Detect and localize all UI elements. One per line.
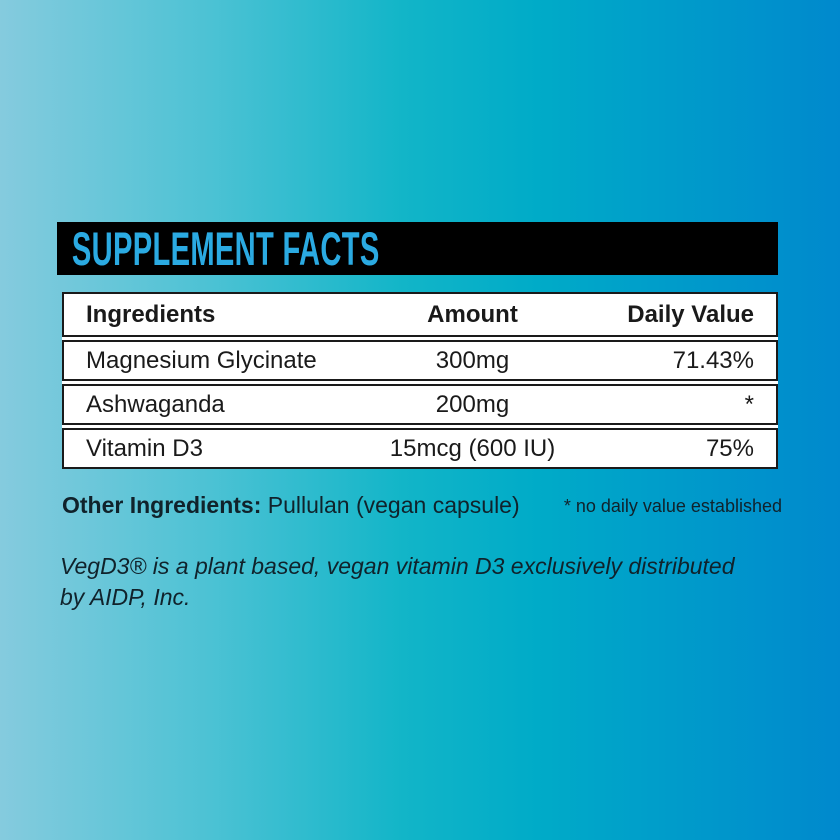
ingredient-amount: 15mcg (600 IU) <box>389 434 556 462</box>
ingredient-amount: 200mg <box>435 390 510 418</box>
other-ingredients-line: Other Ingredients: Pullulan (vegan capsu… <box>62 492 520 519</box>
table-header-row: Ingredients Amount Daily Value <box>62 292 778 337</box>
ingredient-name: Vitamin D3 <box>86 434 203 462</box>
daily-value-footnote: * no daily value established <box>563 496 782 516</box>
ingredient-daily-value: * <box>744 390 754 418</box>
disclaimer-line-1: VegD3® is a plant based, vegan vitamin D… <box>60 553 735 579</box>
disclaimer-line-2: by AIDP, Inc. <box>60 584 191 610</box>
header-daily-value: Daily Value <box>627 300 754 328</box>
ingredient-daily-value: 71.43% <box>672 346 754 374</box>
header-ingredients: Ingredients <box>86 300 216 328</box>
supplement-facts-banner: SUPPLEMENT FACTS <box>57 222 778 275</box>
ingredient-amount: 300mg <box>435 346 510 374</box>
header-amount: Amount <box>427 300 518 328</box>
supplement-facts-table: Ingredients Amount Daily Value Magnesium… <box>62 292 778 469</box>
table-row: Ashwaganda 200mg * <box>62 384 778 425</box>
other-ingredients-value: Pullulan (vegan capsule) <box>261 492 520 518</box>
table-row: Magnesium Glycinate 300mg 71.43% <box>62 340 778 381</box>
ingredient-daily-value: 75% <box>705 434 754 462</box>
ingredient-name: Ashwaganda <box>86 390 225 418</box>
distributor-disclaimer: VegD3® is a plant based, vegan vitamin D… <box>60 551 735 613</box>
ingredient-name: Magnesium Glycinate <box>86 346 317 374</box>
table-row: Vitamin D3 15mcg (600 IU) 75% <box>62 428 778 469</box>
other-ingredients-label: Other Ingredients: <box>62 492 262 518</box>
banner-title: SUPPLEMENT FACTS <box>71 222 380 275</box>
